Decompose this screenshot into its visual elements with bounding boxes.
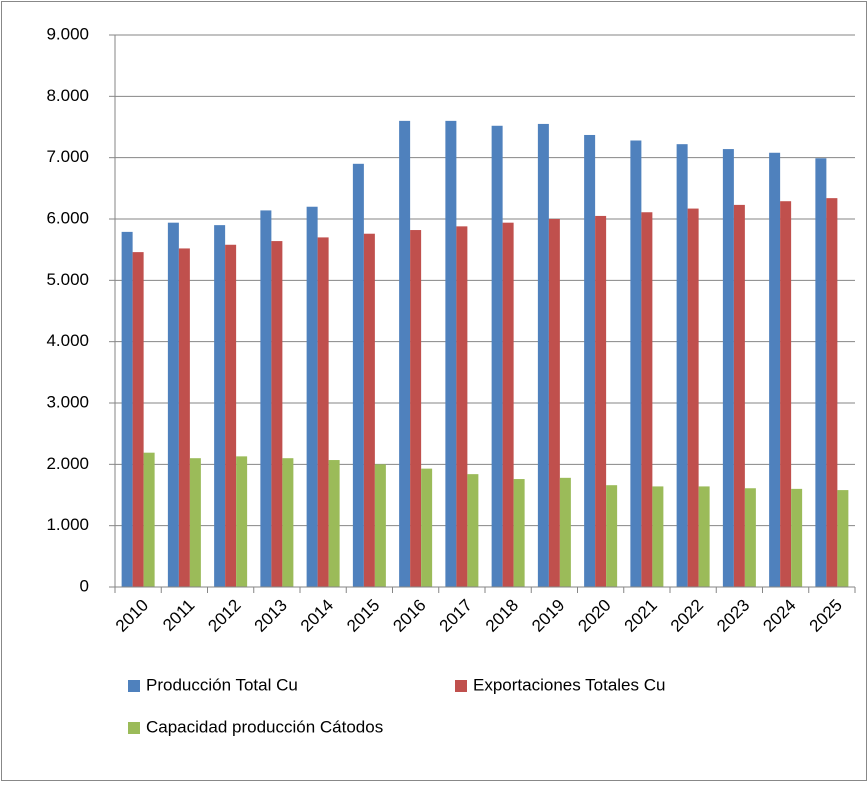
bar [513,479,525,587]
bar [606,485,618,587]
y-tick-label: 3.000 [46,392,89,411]
bar [548,219,560,587]
bar [491,125,503,588]
bar [641,212,653,587]
y-tick-label: 7.000 [46,147,89,166]
bar [687,208,699,587]
bar [780,201,792,588]
bar [676,144,688,587]
bar [744,488,756,587]
bar [352,163,364,588]
bar [306,206,318,587]
bar [467,474,479,587]
bar [178,248,190,587]
legend-swatch [455,680,467,692]
bar [374,464,386,587]
bar [328,460,340,587]
bar [143,452,155,587]
bar [132,252,144,587]
bar [363,233,375,587]
bar [260,210,272,587]
bar [399,120,411,587]
legend-label: Capacidad producción Cátodos [146,717,383,736]
bar [214,225,226,587]
bar [121,231,133,587]
legend-label: Producción Total Cu [146,675,298,694]
y-tick-label: 4.000 [46,331,89,350]
bar [630,140,642,587]
y-tick-label: 6.000 [46,208,89,227]
bar [826,198,838,587]
bar [595,215,607,587]
bar [502,222,514,587]
bar [282,458,294,587]
bar [456,226,468,588]
bar [652,486,664,587]
bar [445,120,457,587]
y-tick-label: 1.000 [46,515,89,534]
y-tick-label: 2.000 [46,454,89,473]
bar [421,468,433,587]
legend-swatch [128,722,140,734]
y-tick-label: 5.000 [46,270,89,289]
bar [698,486,710,587]
bar [559,477,571,587]
bar [189,458,201,587]
bar [815,158,827,587]
legend-label: Exportaciones Totales Cu [473,675,665,694]
bar [791,488,803,587]
y-tick-label: 9.000 [46,24,89,43]
bar [722,149,734,587]
bar [769,152,781,587]
bar [584,134,596,587]
y-tick-label: 0 [80,576,89,595]
bar [167,222,179,587]
legend-swatch [128,680,140,692]
bar [537,123,549,587]
bar [410,230,422,588]
y-tick-label: 8.000 [46,86,89,105]
bar [317,237,329,587]
bar [271,241,283,587]
bar [225,244,237,587]
bar [837,490,849,587]
bar [236,456,248,587]
bar [733,204,745,588]
